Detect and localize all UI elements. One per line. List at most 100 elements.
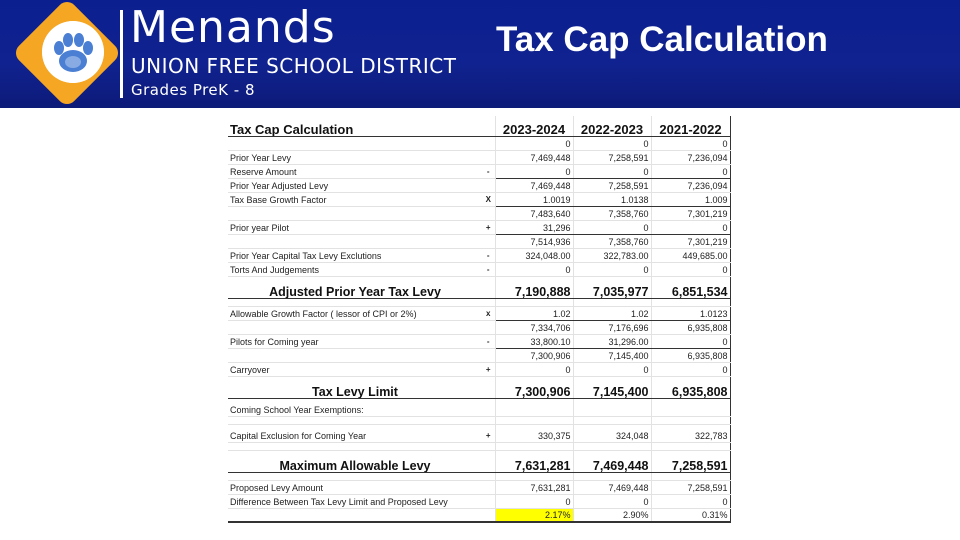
cell-value — [572, 398, 651, 417]
cell-value: 6,935,808 — [650, 376, 731, 399]
cell-value: 7,358,760 — [572, 206, 651, 221]
cell-value: 6,851,534 — [650, 276, 731, 299]
cell-value: 324,048.00 — [494, 248, 573, 263]
cell-value: 0 — [572, 164, 651, 179]
table-row: Allowable Growth Factor ( lessor of CPI … — [228, 306, 731, 321]
table-row-subtotal: Adjusted Prior Year Tax Levy 7,190,888 7… — [228, 276, 731, 299]
cell-value: 7,300,906 — [494, 376, 573, 399]
row-label: Reserve Amount — [228, 164, 482, 179]
row-label: Prior Year Adjusted Levy — [228, 178, 482, 193]
row-label — [228, 320, 482, 335]
table-row: 7,300,906 7,145,400 6,935,808 — [228, 348, 731, 363]
cell-value-highlighted: 2.17% — [494, 508, 573, 523]
cell-value: 0 — [494, 362, 573, 377]
row-operator: + — [482, 424, 495, 443]
spacer-row — [228, 442, 731, 451]
table-row-subtotal: Tax Levy Limit 7,300,906 7,145,400 6,935… — [228, 376, 731, 399]
cell-value: 7,334,706 — [494, 320, 573, 335]
table-row-total: Maximum Allowable Levy 7,631,281 7,469,4… — [228, 450, 731, 473]
cell-value: 31,296 — [494, 220, 573, 235]
cell-value: 7,035,977 — [572, 276, 651, 299]
cell-value: 7,258,591 — [650, 480, 731, 495]
row-operator — [482, 206, 495, 221]
cell-value: 0 — [572, 494, 651, 509]
row-label: Coming School Year Exemptions: — [228, 398, 482, 417]
cell-value: 0 — [494, 262, 573, 277]
table-row: Torts And Judgements - 0 0 0 — [228, 262, 731, 277]
row-operator — [482, 150, 495, 165]
tax-cap-spreadsheet: Tax Cap Calculation 2023-2024 2022-2023 … — [228, 116, 731, 523]
row-label: Maximum Allowable Levy — [228, 450, 482, 473]
row-label: Proposed Levy Amount — [228, 480, 482, 495]
cell-value: 0 — [572, 136, 651, 151]
cell-value: 7,469,448 — [494, 150, 573, 165]
cell-value: 0 — [572, 220, 651, 235]
row-label: Allowable Growth Factor ( lessor of CPI … — [228, 306, 482, 321]
table-row: Proposed Levy Amount 7,631,281 7,469,448… — [228, 480, 731, 495]
cell-value: 0 — [494, 164, 573, 179]
cell-value: 7,145,400 — [572, 376, 651, 399]
paw-print-icon — [42, 21, 104, 83]
cell-value: 0 — [650, 494, 731, 509]
row-operator: + — [482, 362, 495, 377]
row-operator — [482, 508, 495, 523]
row-operator: x — [482, 306, 495, 321]
cell-value: 7,258,591 — [572, 178, 651, 193]
table-row: Prior Year Capital Tax Levy Exclutions -… — [228, 248, 731, 263]
cell-value: 0.31% — [650, 508, 731, 523]
district-grades: Grades PreK - 8 — [131, 81, 255, 99]
cell-value: 7,145,400 — [572, 348, 651, 363]
table-row: Prior year Pilot + 31,296 0 0 — [228, 220, 731, 235]
column-header: 2021-2022 — [650, 116, 731, 137]
table-row: 7,514,936 7,358,760 7,301,219 — [228, 234, 731, 249]
spacer-row — [228, 298, 731, 307]
cell-value: 324,048 — [572, 424, 651, 443]
row-operator: + — [482, 220, 495, 235]
district-name: Menands — [130, 2, 336, 53]
table-row: Pilots for Coming year - 33,800.10 31,29… — [228, 334, 731, 349]
cell-value: 33,800.10 — [494, 334, 573, 349]
table-row: 0 0 0 — [228, 136, 731, 151]
cell-value: 1.02 — [494, 306, 573, 321]
cell-value: 1.0123 — [650, 306, 731, 321]
cell-value: 7,301,219 — [650, 206, 731, 221]
cell-value: 7,176,696 — [572, 320, 651, 335]
cell-value: 7,631,281 — [494, 450, 573, 473]
cell-value: 322,783.00 — [572, 248, 651, 263]
row-operator — [482, 494, 495, 509]
cell-value — [650, 398, 731, 417]
row-operator — [482, 450, 495, 473]
cell-value: 0 — [572, 362, 651, 377]
row-operator — [482, 234, 495, 249]
row-label: Torts And Judgements — [228, 262, 482, 277]
slide-title: Tax Cap Calculation — [496, 20, 828, 59]
table-row: 7,334,706 7,176,696 6,935,808 — [228, 320, 731, 335]
cell-value: 2.90% — [572, 508, 651, 523]
row-label — [228, 136, 482, 151]
cell-value: 7,631,281 — [494, 480, 573, 495]
cell-value: 1.0019 — [494, 192, 573, 207]
cell-value: 7,469,448 — [494, 178, 573, 193]
cell-value: 7,300,906 — [494, 348, 573, 363]
row-label: Tax Base Growth Factor — [228, 192, 482, 207]
table-row: Coming School Year Exemptions: — [228, 398, 731, 417]
cell-value: 0 — [572, 262, 651, 277]
cell-value: 7,258,591 — [572, 150, 651, 165]
column-header: 2022-2023 — [572, 116, 651, 137]
row-operator: - — [482, 334, 495, 349]
cell-value: 7,514,936 — [494, 234, 573, 249]
table-row: Carryover + 0 0 0 — [228, 362, 731, 377]
row-label — [228, 348, 482, 363]
cell-value: 0 — [650, 262, 731, 277]
cell-value: 0 — [650, 164, 731, 179]
table-title: Tax Cap Calculation — [228, 116, 482, 137]
row-label — [228, 234, 482, 249]
row-label: Pilots for Coming year — [228, 334, 482, 349]
row-label: Adjusted Prior Year Tax Levy — [228, 276, 482, 299]
cell-value: 6,935,808 — [650, 320, 731, 335]
row-operator — [482, 320, 495, 335]
table-row: Difference Between Tax Levy Limit and Pr… — [228, 494, 731, 509]
cell-value: 1.0138 — [572, 192, 651, 207]
row-label: Prior year Pilot — [228, 220, 482, 235]
cell-value: 7,469,448 — [572, 450, 651, 473]
